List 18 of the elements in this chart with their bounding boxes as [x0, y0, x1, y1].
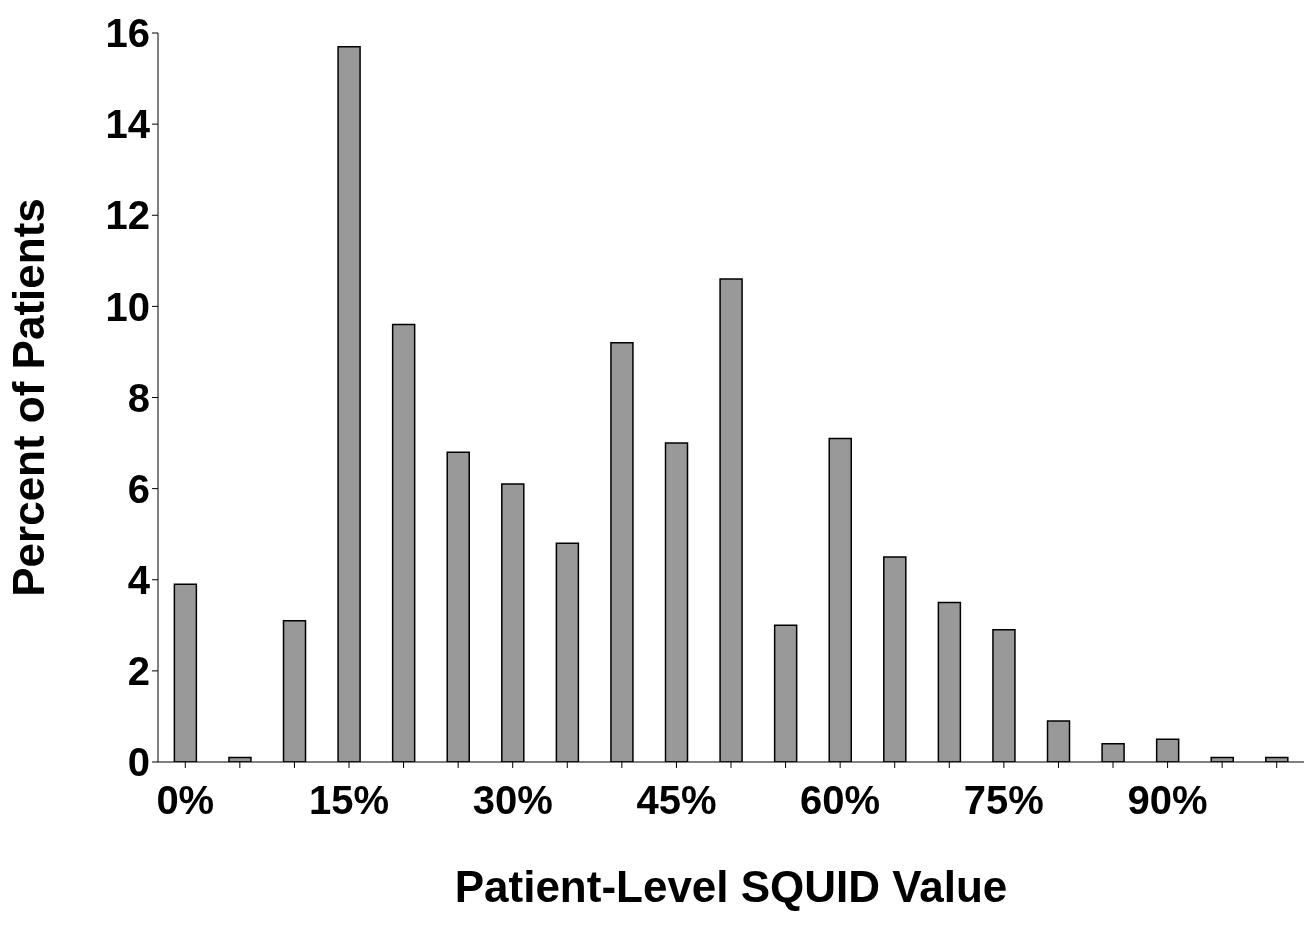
- x-tick-label: 90%: [1127, 778, 1208, 823]
- y-tick-label: 2: [127, 649, 150, 694]
- y-axis-title: Percent of Patients: [3, 198, 53, 597]
- y-tick-label: 16: [105, 11, 150, 56]
- x-tick-label: 75%: [963, 778, 1044, 823]
- x-tick-label: 45%: [636, 778, 717, 823]
- y-tick-label: 8: [127, 375, 150, 420]
- y-tick-label: 14: [105, 102, 151, 147]
- y-tick-label: 12: [105, 193, 150, 238]
- y-tick-label: 0: [127, 740, 150, 785]
- x-tick-label: 15%: [308, 778, 390, 823]
- y-tick-label: 6: [127, 466, 150, 511]
- y-tick-label: 10: [105, 284, 150, 329]
- x-tick-label: 0%: [156, 778, 215, 823]
- y-tick-label: 4: [127, 557, 151, 602]
- x-axis-title: Patient-Level SQUID Value: [454, 862, 1008, 911]
- x-tick-label: 60%: [800, 778, 881, 823]
- x-tick-label: 30%: [472, 778, 553, 823]
